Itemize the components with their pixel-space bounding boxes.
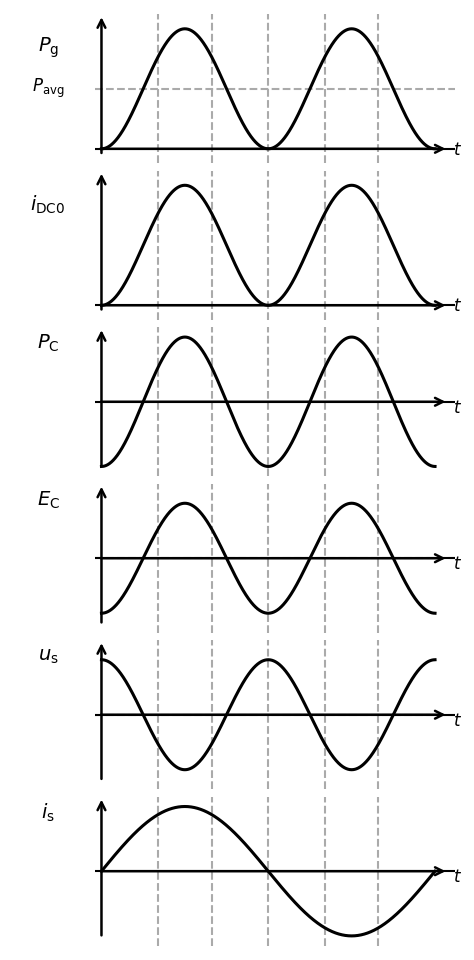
Text: $t$: $t$ [453, 555, 463, 573]
Text: $t$: $t$ [453, 711, 463, 730]
Text: $E_\mathregular{C}$: $E_\mathregular{C}$ [36, 490, 60, 511]
Text: $t$: $t$ [453, 398, 463, 417]
Text: $t$: $t$ [453, 298, 463, 316]
Text: $P_\mathregular{C}$: $P_\mathregular{C}$ [37, 333, 59, 354]
Text: $i_\mathregular{s}$: $i_\mathregular{s}$ [41, 802, 55, 825]
Text: $t$: $t$ [453, 141, 463, 159]
Text: $u_\mathregular{s}$: $u_\mathregular{s}$ [38, 647, 58, 666]
Text: $i_\mathregular{DC0}$: $i_\mathregular{DC0}$ [30, 193, 66, 216]
Text: $t$: $t$ [453, 868, 463, 886]
Text: $P_\mathregular{avg}$: $P_\mathregular{avg}$ [32, 77, 64, 101]
Text: $P_\mathregular{g}$: $P_\mathregular{g}$ [37, 36, 59, 60]
